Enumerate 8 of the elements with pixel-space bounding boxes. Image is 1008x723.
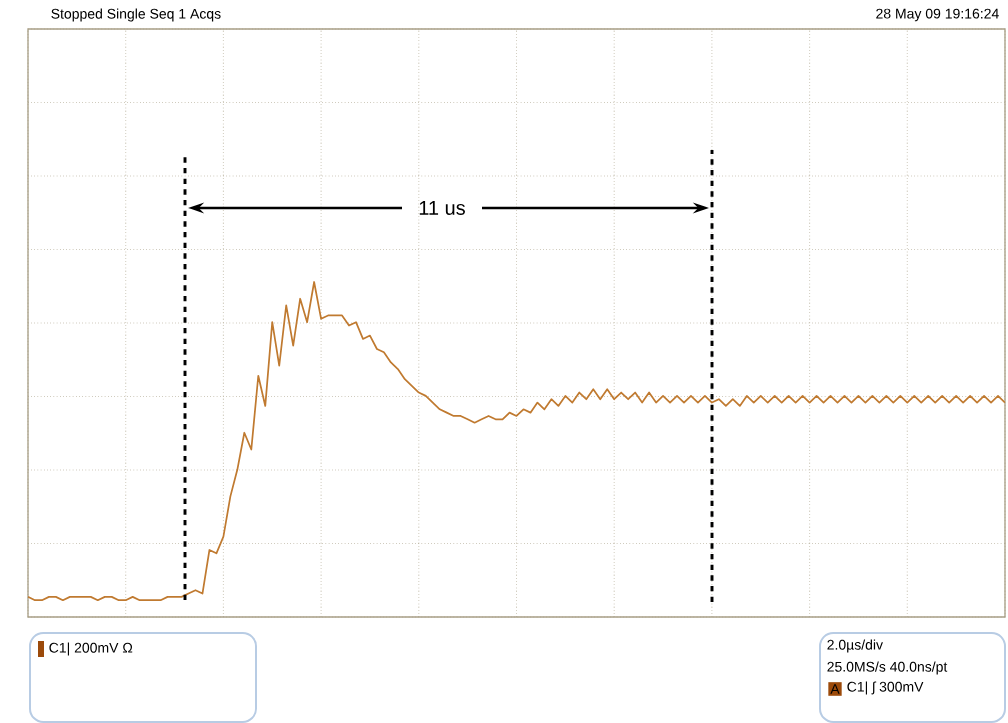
text: 2.0µs/div bbox=[827, 639, 883, 653]
text: C1| 200mV Ω bbox=[49, 642, 133, 656]
text: 25.0MS/s 40.0ns/pt bbox=[827, 661, 948, 675]
text: A bbox=[830, 684, 840, 694]
text: C1| ʃ 300mV bbox=[847, 681, 924, 695]
text: 11 us bbox=[419, 201, 465, 215]
text: Stopped Single Seq 1 Acqs bbox=[51, 8, 221, 22]
text: 28 May 09 19:16:24 bbox=[876, 8, 999, 22]
